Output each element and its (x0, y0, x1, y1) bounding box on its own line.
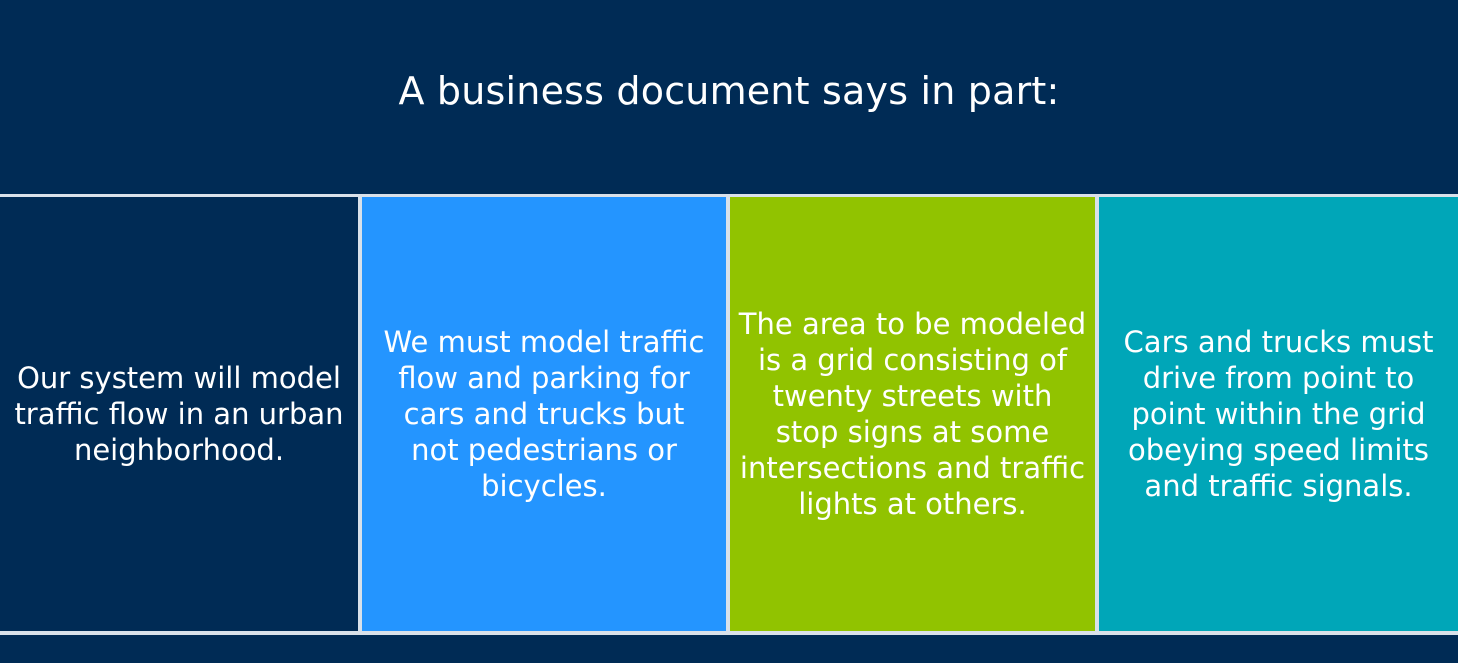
bottom-strip (0, 635, 1458, 663)
content-band: Our system will model traffic flow in an… (0, 194, 1458, 635)
statement-text: We must model traffic flow and parking f… (383, 325, 705, 503)
statement-box-grid-area: The area to be modeled is a grid consist… (730, 197, 1095, 631)
statement-box-driving-rules: Cars and trucks must drive from point to… (1099, 197, 1458, 631)
statement-text: The area to be modeled is a grid consist… (738, 307, 1087, 521)
statement-text: Cars and trucks must drive from point to… (1123, 325, 1434, 503)
statement-text: Our system will model traffic flow in an… (14, 361, 344, 467)
statement-box-system-model: Our system will model traffic flow in an… (0, 197, 358, 631)
slide-title: A business document says in part: (398, 69, 1060, 113)
statement-box-traffic-parking: We must model traffic flow and parking f… (362, 197, 726, 631)
